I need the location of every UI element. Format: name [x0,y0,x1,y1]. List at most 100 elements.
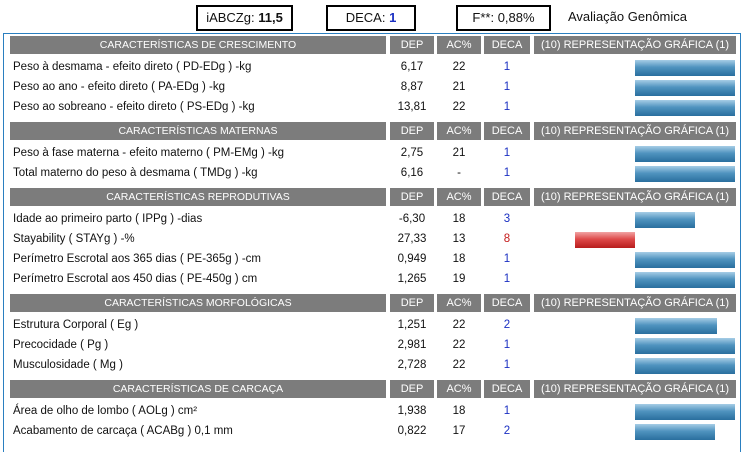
dep-value: 27,33 [397,233,427,245]
positive-bar [635,80,735,96]
section-title: CARACTERÍSTICAS DE CARCAÇA [10,380,386,398]
trait-name: Estrutura Corporal ( Eg ) [13,319,139,331]
f-box: F**: 0,88% [456,5,551,31]
positive-bar [635,212,695,228]
accuracy-value: 13 [452,233,466,245]
column-header-deca: DECA [484,122,530,140]
deca-value: 1 [503,359,511,371]
iabczg-label: iABCZg: [206,10,255,25]
dep-value: 1,265 [397,273,427,285]
column-header-dep: DEP [390,380,434,398]
deca-value: 1 [503,147,511,159]
trait-name: Precocidade ( Pg ) [13,339,109,351]
table-row: Peso à desmama - efeito direto ( PD-EDg … [4,58,740,78]
positive-bar [635,252,735,268]
column-header-graph: (10) REPRESENTAÇÃO GRÁFICA (1) [534,188,736,206]
iabczg-value: 11,5 [258,10,283,25]
deca-value: 2 [503,425,511,437]
column-header-deca: DECA [484,188,530,206]
deca-value: 1 [503,61,511,73]
iabczg-box: iABCZg: 11,5 [196,5,293,31]
trait-name: Idade ao primeiro parto ( IPPg ) -dias [13,213,203,225]
deca-value: 1 [503,101,511,113]
accuracy-value: 21 [452,147,466,159]
deca-label: DECA: [345,10,386,25]
table-row: Peso ao sobreano - efeito direto ( PS-ED… [4,98,740,118]
dep-value: 1,251 [397,319,427,331]
table-row: Área de olho de lombo ( AOLg ) cm² 1,938 1… [4,402,740,422]
accuracy-value: 21 [452,81,466,93]
positive-bar [635,166,735,182]
table-row: Peso ao ano - efeito direto ( PA-EDg ) -… [4,78,740,98]
dep-value: -6,30 [398,213,426,225]
dep-value: 8,87 [400,81,424,93]
accuracy-value: 18 [452,253,466,265]
accuracy-value: 22 [452,61,466,73]
positive-bar [635,60,735,76]
section-header: CARACTERÍSTICAS DE CARCAÇA DEP AC% DECA (10)… [4,378,740,398]
trait-name: Perímetro Escrotal aos 450 dias ( PE-450… [13,273,258,285]
trait-name: Peso à fase materna - efeito materno ( P… [13,147,284,159]
column-header-deca: DECA [484,36,530,54]
positive-bar [635,338,735,354]
positive-bar [635,424,715,440]
section-header: CARACTERÍSTICAS MATERNAS DEP AC% DECA (10) R… [4,120,740,140]
summary-bar: iABCZg: 11,5 DECA: 1 F**: 0,88% Avaliaçã… [0,5,746,31]
positive-bar [635,358,735,374]
column-header-dep: DEP [390,188,434,206]
table-row: Precocidade ( Pg ) 2,981 22 1 [4,336,740,356]
deca-value: 1 [503,167,511,179]
accuracy-value: 22 [452,339,466,351]
dep-value: 6,16 [400,167,424,179]
section-header: CARACTERÍSTICAS DE CRESCIMENTO DEP AC% DECA… [4,34,740,54]
dep-value: 2,981 [397,339,427,351]
column-header-ac: AC% [437,122,481,140]
column-header-ac: AC% [437,380,481,398]
trait-name: Perímetro Escrotal aos 365 dias ( PE-365… [13,253,261,265]
positive-bar [635,404,735,420]
positive-bar [635,146,735,162]
column-header-graph: (10) REPRESENTAÇÃO GRÁFICA (1) [534,380,736,398]
deca-box: DECA: 1 [326,5,416,31]
deca-value: 1 [503,273,511,285]
table-row: Perímetro Escrotal aos 450 dias ( PE-450… [4,270,740,290]
dep-value: 1,938 [397,405,427,417]
page-title: Avaliação Genômica [568,9,687,24]
accuracy-value: 18 [452,213,466,225]
section-title: CARACTERÍSTICAS MATERNAS [10,122,386,140]
section-title: CARACTERÍSTICAS MORFOLÓGICAS [10,294,386,312]
accuracy-value: 22 [452,359,466,371]
accuracy-value: 19 [452,273,466,285]
column-header-dep: DEP [390,36,434,54]
section-header: CARACTERÍSTICAS REPRODUTIVAS DEP AC% DECA (1… [4,186,740,206]
dep-value: 6,17 [400,61,424,73]
table-row: Perímetro Escrotal aos 365 dias ( PE-365… [4,250,740,270]
column-header-ac: AC% [437,188,481,206]
table-row: Idade ao primeiro parto ( IPPg ) -dias -6… [4,210,740,230]
positive-bar [635,318,717,334]
deca-value: 1 [503,339,511,351]
column-header-deca: DECA [484,380,530,398]
column-header-deca: DECA [484,294,530,312]
deca-value: 8 [503,233,511,245]
f-value: 0,88% [497,10,535,25]
accuracy-value: 17 [452,425,466,437]
table-row: Estrutura Corporal ( Eg ) 1,251 22 2 [4,316,740,336]
column-header-graph: (10) REPRESENTAÇÃO GRÁFICA (1) [534,122,736,140]
positive-bar [635,100,735,116]
table-row: Stayability ( STAYg ) -% 27,33 13 8 [4,230,740,250]
table-row: Peso à fase materna - efeito materno ( P… [4,144,740,164]
accuracy-value: - [457,167,461,179]
dep-value: 13,81 [397,101,427,113]
accuracy-value: 22 [452,101,466,113]
deca-value: 1 [503,253,511,265]
trait-name: Peso ao sobreano - efeito direto ( PS-ED… [13,101,255,113]
trait-name: Stayability ( STAYg ) -% [13,233,135,245]
column-header-graph: (10) REPRESENTAÇÃO GRÁFICA (1) [534,36,736,54]
column-header-dep: DEP [390,294,434,312]
section-header: CARACTERÍSTICAS MORFOLÓGICAS DEP AC% DECA (1… [4,292,740,312]
dep-value: 0,822 [397,425,427,437]
f-label: F**: [472,10,495,25]
accuracy-value: 22 [452,319,466,331]
section-title: CARACTERÍSTICAS DE CRESCIMENTO [10,36,386,54]
